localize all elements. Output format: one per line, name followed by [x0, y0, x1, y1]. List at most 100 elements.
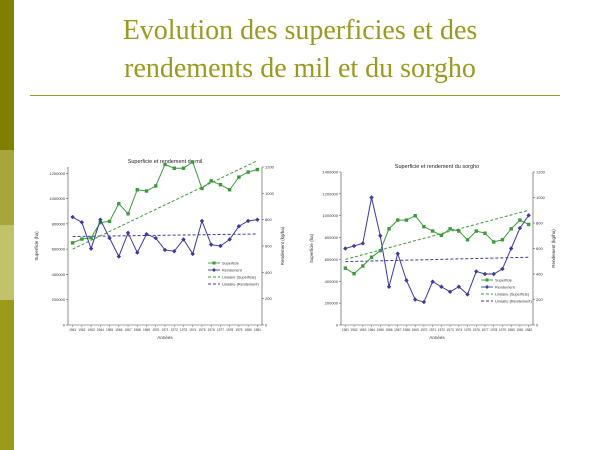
data-point: [107, 219, 112, 224]
sidebar-block-2: [0, 150, 14, 225]
legend-label: Linéaire (Rendement): [495, 299, 532, 303]
y-tick-label-right: 400: [265, 270, 272, 275]
chart-mil: Superficie et rendement du mil 0 200000 400…: [34, 159, 285, 340]
data-point: [474, 229, 478, 233]
x-tick-label: 1978: [490, 328, 497, 332]
data-point: [162, 247, 168, 253]
data-point: [430, 229, 435, 233]
x-tick-label: 1973: [180, 328, 187, 332]
x-tick-label: 1965: [106, 328, 113, 332]
data-point: [89, 236, 93, 240]
data-point: [79, 220, 85, 225]
data-point: [369, 195, 374, 200]
data-point: [500, 266, 505, 272]
y-tick-label-right: 800: [265, 217, 272, 222]
x-tick-label: 1967: [394, 328, 401, 332]
data-point: [200, 186, 204, 191]
data-point: [255, 217, 260, 222]
data-point: [447, 289, 453, 295]
data-point: [378, 233, 383, 238]
y-tick-label-left: 600000: [52, 247, 66, 252]
data-point: [500, 238, 505, 242]
x-tick-label: 1971: [161, 328, 168, 332]
data-point: [181, 166, 186, 170]
data-point: [421, 299, 427, 305]
y-tick-label-right: 1000: [536, 195, 546, 200]
x-tick-label: 1974: [189, 328, 196, 332]
x-tick-label: 1975: [198, 328, 205, 332]
legend-label: Superficie: [222, 261, 239, 265]
data-point: [526, 213, 531, 218]
trend-line: [345, 209, 529, 260]
y-tick-label-left: 600000: [325, 257, 339, 262]
data-point: [191, 160, 195, 164]
data-point: [456, 284, 462, 289]
x-tick-label: 1973: [447, 328, 454, 332]
y-tick-label-left: 1400000: [322, 170, 338, 175]
data-point: [135, 250, 140, 255]
x-tick-label: 1970: [420, 328, 427, 332]
x-tick-label: 1980: [508, 328, 515, 332]
sidebar-block-3: [0, 225, 14, 300]
data-point: [135, 188, 139, 192]
y-tick-label-left: 800000: [325, 235, 339, 240]
x-tick-label: 1977: [481, 328, 488, 332]
data-point: [439, 233, 444, 238]
x-axis-label: Années: [157, 335, 173, 340]
data-point: [172, 166, 176, 170]
x-tick-label: 1977: [217, 328, 224, 332]
data-point: [70, 241, 75, 245]
data-point: [430, 279, 435, 284]
data-point: [360, 241, 366, 246]
y-tick-label-right: 600: [265, 244, 272, 249]
y-tick-label-left: 0: [63, 323, 66, 328]
data-point: [518, 218, 522, 222]
data-point: [117, 201, 121, 206]
data-point: [386, 284, 392, 289]
data-point: [237, 175, 241, 179]
y-tick-label-right: 1000: [265, 191, 275, 196]
slide-title-line-1: Evolution des superficies et des: [122, 15, 478, 46]
data-point: [172, 249, 177, 254]
y-tick-label-left: 400000: [52, 272, 66, 277]
data-point: [144, 231, 149, 237]
x-tick-label: 1961: [69, 328, 76, 332]
data-point: [98, 220, 103, 225]
data-point: [474, 269, 479, 274]
x-tick-label: 1963: [88, 328, 95, 332]
series-line: [345, 215, 529, 275]
x-tick-label: 1965: [377, 328, 384, 332]
y-tick-label-left: 400000: [325, 279, 339, 284]
x-tick-label: 1969: [143, 328, 150, 332]
y-tick-label-left: 800000: [52, 221, 66, 226]
slide-title-line-2: rendements de mil et du sorgho: [124, 53, 476, 84]
data-point: [70, 214, 75, 220]
y-tick-label-left: 1000000: [49, 196, 65, 201]
x-tick-label: 1979: [235, 328, 242, 332]
trend-line: [345, 256, 529, 263]
y-tick-label-right: 0: [265, 323, 268, 328]
data-point: [126, 212, 130, 216]
data-point: [439, 284, 444, 289]
data-point: [448, 227, 452, 231]
series-line: [345, 197, 530, 303]
chart-sorgho: Superficie et rendement du sorgho 0 200000…: [309, 164, 556, 340]
y-axis-label-right: Rendement (kg/ha): [280, 226, 285, 265]
data-point: [208, 242, 214, 247]
y-tick-label-left: 0: [336, 323, 339, 328]
y-tick-label-right: 600: [536, 246, 543, 251]
y-axis-label-left: Superficie (ha): [34, 231, 39, 261]
y-axis-label-right: Rendement (kg/ha): [551, 229, 556, 268]
x-tick-label: 1961: [342, 328, 349, 332]
data-point: [245, 218, 251, 224]
data-point: [404, 218, 409, 222]
x-tick-label: 1972: [171, 328, 178, 332]
data-point: [181, 237, 186, 242]
data-point: [422, 224, 426, 229]
legend-label: Superficie: [495, 278, 512, 282]
data-point: [413, 214, 417, 218]
x-tick-label: 1981: [254, 328, 261, 332]
data-point: [163, 162, 167, 167]
x-tick-label: 1964: [368, 328, 375, 332]
data-point: [509, 227, 513, 231]
